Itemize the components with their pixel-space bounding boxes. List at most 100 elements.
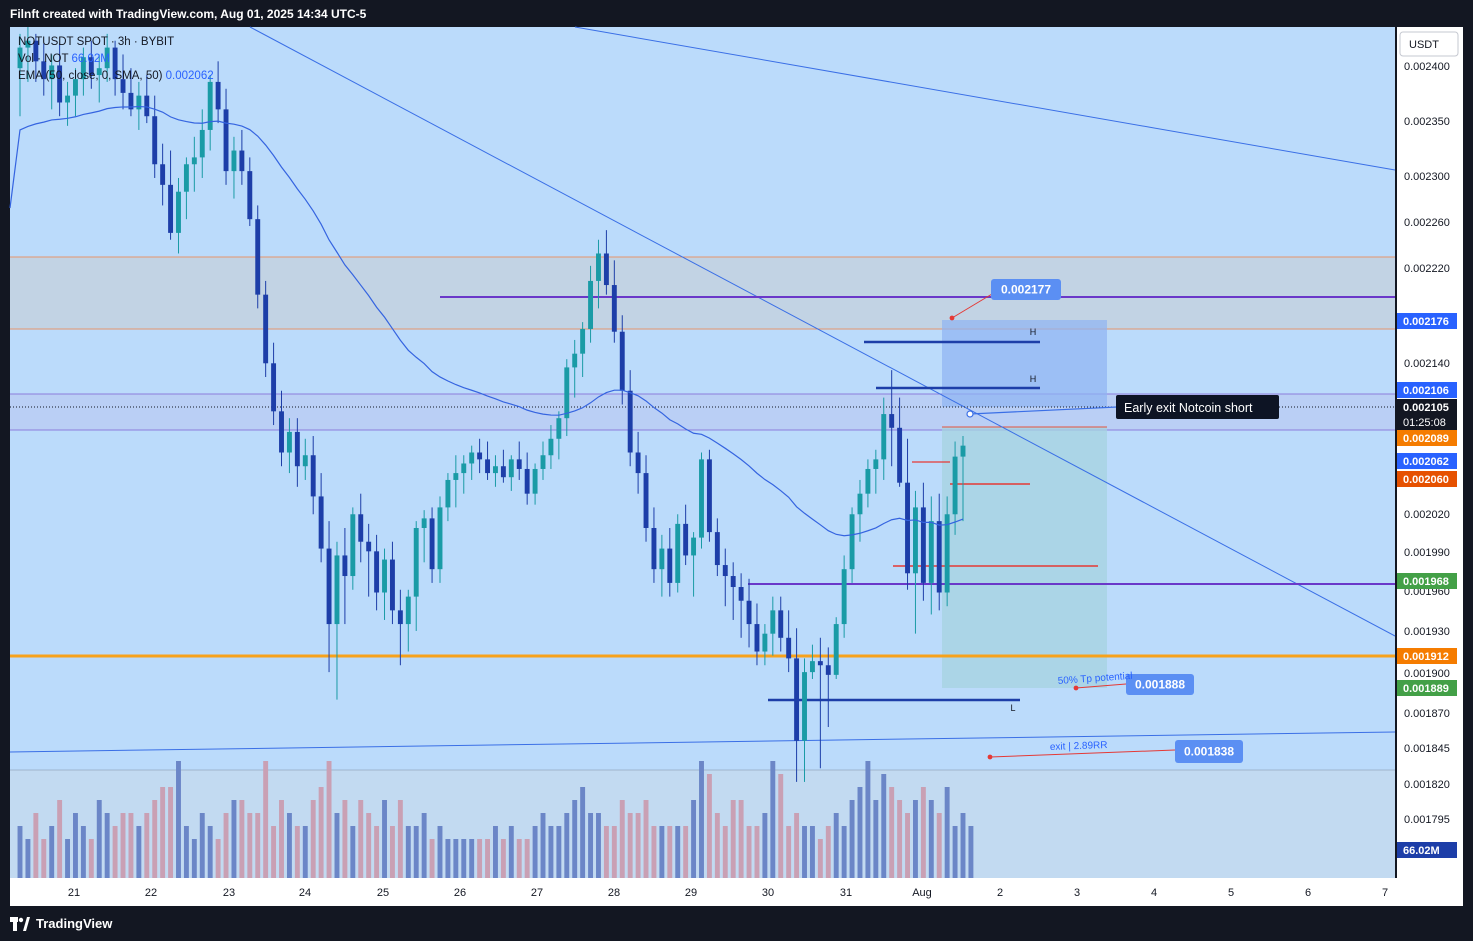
upper-trendline[interactable] xyxy=(574,26,1396,171)
candle-body[interactable] xyxy=(453,473,459,480)
candle-body[interactable] xyxy=(651,527,657,570)
candle-body[interactable] xyxy=(120,79,126,93)
short-reward-zone[interactable] xyxy=(942,427,1107,688)
candle-body[interactable] xyxy=(437,507,443,570)
candle-body[interactable] xyxy=(397,610,403,625)
candle-body[interactable] xyxy=(746,600,752,625)
candle-body[interactable] xyxy=(247,171,253,220)
candle-body[interactable] xyxy=(802,672,807,741)
candle-body[interactable] xyxy=(928,521,934,583)
candle-body[interactable] xyxy=(500,466,506,478)
candle-body[interactable] xyxy=(25,40,31,48)
candle-body[interactable] xyxy=(374,551,380,593)
candle-body[interactable] xyxy=(191,157,197,165)
candle-body[interactable] xyxy=(865,468,871,494)
candle-body[interactable] xyxy=(17,47,23,69)
candle-body[interactable] xyxy=(548,438,554,456)
candle-body[interactable] xyxy=(342,555,348,577)
candle-body[interactable] xyxy=(659,548,665,570)
candle-body[interactable] xyxy=(524,468,530,494)
candle-body[interactable] xyxy=(952,456,958,515)
target-callout[interactable] xyxy=(991,279,1061,300)
candle-body[interactable] xyxy=(603,253,609,286)
candle-body[interactable] xyxy=(263,294,269,364)
candle-body[interactable] xyxy=(643,473,649,528)
candle-body[interactable] xyxy=(49,65,55,80)
candle-body[interactable] xyxy=(778,610,784,638)
candle-body[interactable] xyxy=(675,523,681,583)
candle-body[interactable] xyxy=(279,411,284,453)
price-axis[interactable] xyxy=(1397,27,1463,878)
candle-body[interactable] xyxy=(112,47,118,80)
candle-body[interactable] xyxy=(168,184,174,233)
candle-body[interactable] xyxy=(722,565,728,577)
exit-callout[interactable] xyxy=(1175,740,1243,763)
candle-body[interactable] xyxy=(183,164,189,192)
candle-body[interactable] xyxy=(873,459,879,469)
candle-body[interactable] xyxy=(88,57,94,76)
candle-body[interactable] xyxy=(493,466,498,474)
candle-body[interactable] xyxy=(825,665,831,675)
price-tag[interactable] xyxy=(1397,573,1457,589)
candle-body[interactable] xyxy=(41,61,47,80)
candle-body[interactable] xyxy=(762,633,768,652)
candle-body[interactable] xyxy=(286,431,292,453)
candle-body[interactable] xyxy=(33,40,39,62)
candle-body[interactable] xyxy=(944,514,950,593)
tp-callout[interactable] xyxy=(1126,674,1194,695)
candle-body[interactable] xyxy=(326,548,332,625)
price-tag[interactable] xyxy=(1397,382,1457,398)
candle-body[interactable] xyxy=(215,81,221,110)
candle-body[interactable] xyxy=(469,452,475,464)
candle-body[interactable] xyxy=(508,459,514,478)
price-tag[interactable] xyxy=(1397,453,1457,469)
candle-body[interactable] xyxy=(405,596,411,625)
candle-body[interactable] xyxy=(588,280,594,329)
candle-body[interactable] xyxy=(152,116,158,165)
candle-body[interactable] xyxy=(461,463,467,474)
candle-body[interactable] xyxy=(960,445,966,457)
candle-body[interactable] xyxy=(382,559,387,593)
candle-body[interactable] xyxy=(231,150,237,172)
candle-body[interactable] xyxy=(635,452,641,474)
candle-body[interactable] xyxy=(239,150,245,172)
price-tag[interactable] xyxy=(1397,471,1457,487)
candle-body[interactable] xyxy=(770,610,776,634)
candle-body[interactable] xyxy=(556,418,562,439)
candle-body[interactable] xyxy=(619,331,625,391)
candle-body[interactable] xyxy=(754,624,760,652)
descending-trendline[interactable] xyxy=(249,26,1396,637)
price-tag[interactable] xyxy=(1397,680,1457,696)
candle-body[interactable] xyxy=(817,661,823,666)
candle-body[interactable] xyxy=(310,455,316,497)
candle-body[interactable] xyxy=(350,514,356,577)
candle-body[interactable] xyxy=(294,431,300,467)
candle-body[interactable] xyxy=(738,587,744,601)
candle-body[interactable] xyxy=(897,427,903,483)
currency-button[interactable] xyxy=(1399,31,1459,57)
short-risk-zone[interactable] xyxy=(942,320,1107,407)
candle-body[interactable] xyxy=(421,518,427,528)
candle-body[interactable] xyxy=(596,253,601,281)
candle-body[interactable] xyxy=(358,514,364,542)
candle-body[interactable] xyxy=(223,109,229,172)
candle-body[interactable] xyxy=(699,459,704,538)
early-exit-label[interactable] xyxy=(1116,395,1279,419)
candle-body[interactable] xyxy=(881,414,887,460)
candle-body[interactable] xyxy=(413,527,419,597)
ema-line[interactable] xyxy=(9,105,964,537)
candle-body[interactable] xyxy=(104,47,110,69)
legend-symbol[interactable]: NOTUSDT SPOT · 3h · BYBIT xyxy=(18,36,175,48)
candle-body[interactable] xyxy=(833,624,839,675)
candle-body[interactable] xyxy=(445,479,451,508)
candle-body[interactable] xyxy=(80,57,86,80)
candle-body[interactable] xyxy=(429,518,435,570)
candle-body[interactable] xyxy=(706,459,712,533)
candle-body[interactable] xyxy=(580,328,586,354)
candle-body[interactable] xyxy=(318,496,324,549)
candle-body[interactable] xyxy=(176,191,181,233)
candle-body[interactable] xyxy=(73,79,78,96)
candle-body[interactable] xyxy=(485,459,490,474)
candle-body[interactable] xyxy=(611,285,617,332)
